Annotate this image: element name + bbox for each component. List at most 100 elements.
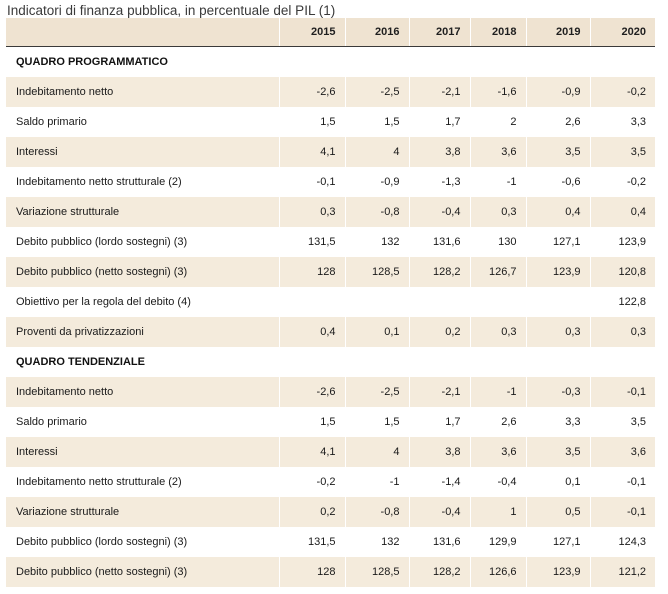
year-header: 2018 [469,18,526,47]
table-row: Interessi 4,1 4 3,8 3,6 3,5 3,6 [6,437,655,467]
value-cell: 0,1 [344,317,409,347]
value-cell: 2,6 [525,107,590,137]
value-cell: -2,6 [278,377,345,407]
row-label: Interessi [6,137,279,167]
row-label: Debito pubblico (lordo sostegni) (3) [6,227,279,257]
value-cell: 0,1 [525,467,590,497]
value-cell: -0,1 [589,467,655,497]
value-cell: 4,1 [278,137,345,167]
value-cell: 128,2 [408,257,470,287]
year-header: 2017 [408,18,470,47]
row-label: Variazione strutturale [6,197,279,227]
table-row: Saldo primario 1,5 1,5 1,7 2 2,6 3,3 [6,107,655,137]
table-row: Proventi da privatizzazioni 0,4 0,1 0,2 0,3 0… [6,317,655,347]
value-cell: -0,1 [589,497,655,527]
value-cell: -0,1 [589,377,655,407]
value-cell: 0,3 [589,317,655,347]
value-cell: 4,1 [278,437,345,467]
value-cell: 123,9 [525,257,590,287]
value-cell: -0,8 [344,197,409,227]
year-header: 2019 [525,18,590,47]
value-cell: 128 [278,257,345,287]
value-cell: 4 [344,437,409,467]
value-cell: 3,5 [589,407,655,437]
value-cell: -1,3 [408,167,470,197]
value-cell: 132 [344,227,409,257]
table-row: Interessi 4,1 4 3,8 3,6 3,5 3,5 [6,137,655,167]
value-cell: 122,8 [589,287,655,317]
row-label: Debito pubblico (netto sostegni) (3) [6,257,279,287]
value-cell: 126,7 [469,257,526,287]
value-cell: 3,3 [589,107,655,137]
value-cell: 120,8 [589,257,655,287]
value-cell: -0,2 [278,467,345,497]
row-label: Saldo primario [6,107,279,137]
value-cell: -0,4 [408,497,470,527]
value-cell [344,287,409,317]
value-cell [278,287,345,317]
table-row: Variazione strutturale 0,2 -0,8 -0,4 1 0,5 -0,… [6,497,655,527]
value-cell: 3,5 [589,137,655,167]
value-cell: 128,5 [344,257,409,287]
section-heading: QUADRO TENDENZIALE [6,347,655,377]
row-label: Debito pubblico (netto sostegni) (3) [6,557,279,587]
value-cell: 131,6 [408,227,470,257]
value-cell [408,287,470,317]
row-label: Interessi [6,437,279,467]
value-cell: -2,1 [408,77,470,107]
row-label: Variazione strutturale [6,497,279,527]
value-cell: -0,4 [408,197,470,227]
section-heading-row: QUADRO TENDENZIALE [6,347,655,377]
value-cell: -1 [469,377,526,407]
value-cell: 1 [469,497,526,527]
value-cell: 131,6 [408,527,470,557]
value-cell: 123,9 [589,227,655,257]
value-cell: -0,9 [344,167,409,197]
value-cell: 128,5 [344,557,409,587]
header-blank-cell [6,18,279,47]
value-cell: -2,5 [344,77,409,107]
value-cell: -0,6 [525,167,590,197]
table-row: Debito pubblico (lordo sostegni) (3) 131,… [6,227,655,257]
value-cell: 127,1 [525,527,590,557]
value-cell: -1,4 [408,467,470,497]
value-cell: -0,4 [469,467,526,497]
value-cell: 124,3 [589,527,655,557]
value-cell: 0,2 [408,317,470,347]
value-cell: 2,6 [469,407,526,437]
table-row: Debito pubblico (netto sostegni) (3) 128 1… [6,557,655,587]
row-label: Obiettivo per la regola del debito (4) [6,287,279,317]
value-cell: 0,5 [525,497,590,527]
value-cell: 3,8 [408,137,470,167]
value-cell: 0,3 [278,197,345,227]
value-cell: 4 [344,137,409,167]
table-row: Debito pubblico (lordo sostegni) (3) 131,… [6,527,655,557]
table-row: Saldo primario 1,5 1,5 1,7 2,6 3,3 3,5 [6,407,655,437]
value-cell: 128,2 [408,557,470,587]
year-header: 2016 [344,18,409,47]
value-cell: -2,6 [278,77,345,107]
value-cell: -0,1 [278,167,345,197]
value-cell: 3,5 [525,137,590,167]
table-title: Indicatori di finanza pubblica, in perce… [7,3,336,18]
value-cell: 2 [469,107,526,137]
row-label: Indebitamento netto strutturale (2) [6,467,279,497]
year-header: 2015 [278,18,345,47]
value-cell: 1,5 [278,107,345,137]
value-cell: -2,1 [408,377,470,407]
row-label: Saldo primario [6,407,279,437]
value-cell: -0,9 [525,77,590,107]
value-cell: 0,2 [278,497,345,527]
value-cell: 126,6 [469,557,526,587]
value-cell: 132 [344,527,409,557]
value-cell: 0,4 [525,197,590,227]
value-cell: 1,5 [344,407,409,437]
value-cell: 0,3 [469,317,526,347]
section-heading-row: QUADRO PROGRAMMATICO [6,46,655,77]
section-heading: QUADRO PROGRAMMATICO [6,46,655,77]
value-cell: 3,6 [469,437,526,467]
value-cell: 1,7 [408,107,470,137]
table-row: Obiettivo per la regola del debito (4) 12… [6,287,655,317]
value-cell: 121,2 [589,557,655,587]
value-cell: -0,2 [589,77,655,107]
